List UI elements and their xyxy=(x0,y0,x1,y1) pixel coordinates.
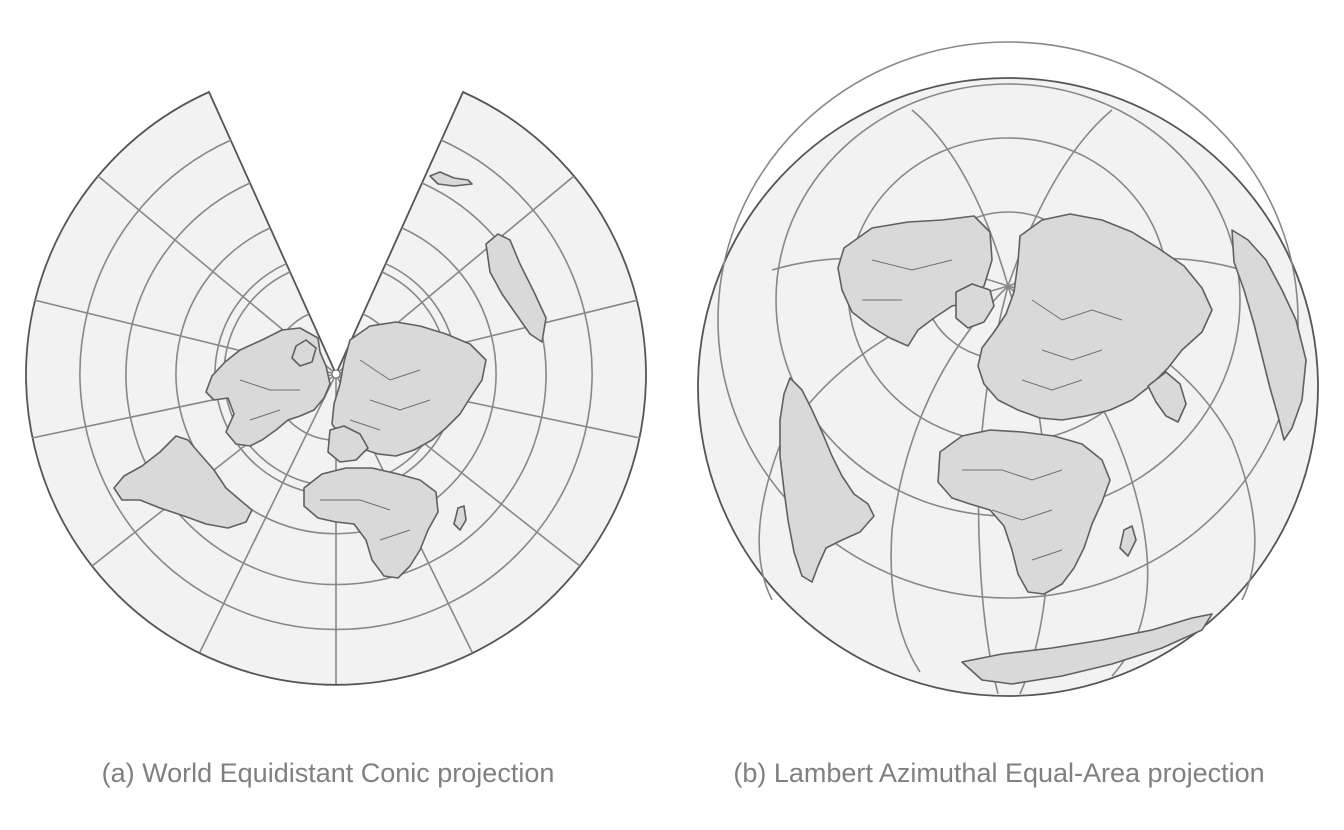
conic-landmasses xyxy=(113,171,547,579)
south-america xyxy=(779,377,875,583)
india xyxy=(1147,371,1187,423)
panel-equidistant-conic: (a) World Equidistant Conic projection xyxy=(25,90,647,788)
lambert-landmasses xyxy=(779,213,1307,685)
lambert-map xyxy=(697,41,1319,697)
archipelago xyxy=(429,171,473,187)
conic-borders xyxy=(239,359,431,541)
east-asia xyxy=(485,233,547,343)
lambert-borders xyxy=(862,259,1123,561)
antarctica xyxy=(961,613,1213,685)
conic-map xyxy=(25,90,647,686)
eurasia xyxy=(977,213,1213,421)
caption-equidistant-conic: (a) World Equidistant Conic projection xyxy=(101,758,555,788)
north-america xyxy=(837,215,993,347)
south-america xyxy=(113,435,253,529)
panel-lambert-azimuthal: (b) Lambert Azimuthal Equal-Area project… xyxy=(672,0,1344,830)
eurasia xyxy=(331,321,487,457)
madagascar xyxy=(1119,525,1137,557)
arctic-islands xyxy=(291,339,317,367)
madagascar xyxy=(453,505,467,531)
europe xyxy=(327,425,369,463)
africa xyxy=(303,467,439,579)
east-asia xyxy=(1231,229,1307,441)
africa xyxy=(937,429,1111,595)
caption-lambert-azimuthal: (b) Lambert Azimuthal Equal-Area project… xyxy=(733,758,1265,788)
greenland xyxy=(955,283,995,329)
